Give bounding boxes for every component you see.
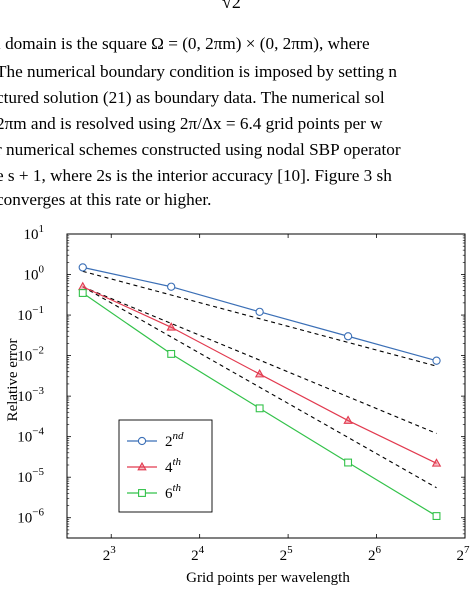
plot-frame (66, 233, 466, 539)
y-tick-label: 100 (24, 264, 45, 284)
data-point-4th (166, 322, 176, 331)
data-point-4th (78, 281, 88, 291)
text-line-3: ctured solution (21) as boundary data. T… (0, 88, 385, 107)
data-point-6th (255, 404, 264, 413)
legend-label: 4th (165, 456, 182, 476)
x-tick-label: 26 (368, 544, 382, 564)
x-tick-label: 24 (191, 544, 205, 564)
y-axis-label: Relative error (5, 339, 21, 422)
y-tick-label: 10−3 (17, 385, 44, 405)
y-tick-label: 10−6 (17, 507, 44, 527)
y-tick-label: 101 (24, 223, 45, 243)
x-axis-label: Grid points per wavelength (186, 570, 350, 586)
data-point-6th (432, 512, 441, 521)
x-tick-label: 25 (280, 544, 294, 564)
data-point-2nd (432, 356, 441, 365)
paper-text: √2 l domain is the square Ω = (0, 2πm) ×… (0, 0, 474, 215)
series-line-4th (82, 286, 437, 464)
text-line-7: converges at this rate or higher. (0, 190, 212, 209)
y-tick-label: 10−5 (17, 466, 44, 486)
y-tick-label: 10−4 (17, 426, 44, 446)
data-point-2nd (167, 282, 176, 291)
data-point-2nd (343, 332, 353, 341)
text-line-2: The numerical boundary condition is impo… (0, 62, 397, 81)
y-tick-label: 10−1 (17, 304, 44, 324)
data-point-6th (344, 458, 353, 467)
legend-label: 6th (165, 482, 182, 502)
legend-label: 2nd (165, 430, 184, 450)
fraction-denominator: √2 (222, 0, 241, 12)
text-line-4: 2πm and is resolved using 2π/Δx = 6.4 gr… (0, 114, 383, 133)
legend-marker (137, 461, 147, 471)
data-point-2nd (255, 307, 264, 317)
data-point-4th (254, 368, 265, 378)
y-tick-label: 10−2 (17, 345, 44, 365)
reference-line-1 (82, 270, 437, 367)
data-point-6th (167, 349, 176, 358)
legend-marker (137, 436, 147, 446)
x-tick-label: 23 (103, 544, 117, 564)
reference-line-2 (82, 286, 437, 434)
text-line-1: l domain is the square Ω = (0, 2πm) × (0… (0, 34, 370, 53)
legend-box (118, 419, 213, 513)
legend-marker (138, 489, 146, 497)
text-line-6: e s + 1, where 2s is the interior accura… (0, 166, 392, 185)
data-point-6th (78, 289, 87, 297)
data-point-4th (431, 458, 442, 467)
data-point-2nd (78, 263, 87, 272)
x-tick-label: 27 (457, 544, 471, 564)
reference-line-3 (82, 286, 437, 489)
text-line-5: r numerical schemes constructed using no… (0, 140, 401, 159)
data-point-4th (343, 415, 353, 424)
